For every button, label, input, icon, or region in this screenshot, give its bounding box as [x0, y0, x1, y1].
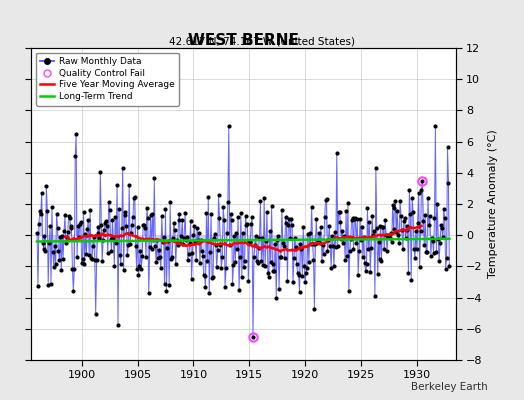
Text: 42.617 N, 74.167 W (United States): 42.617 N, 74.167 W (United States): [169, 36, 355, 46]
Text: Berkeley Earth: Berkeley Earth: [411, 382, 487, 392]
Legend: Raw Monthly Data, Quality Control Fail, Five Year Moving Average, Long-Term Tren: Raw Monthly Data, Quality Control Fail, …: [36, 52, 179, 106]
Y-axis label: Temperature Anomaly (°C): Temperature Anomaly (°C): [488, 130, 498, 278]
Title: WEST BERNE: WEST BERNE: [188, 33, 299, 48]
